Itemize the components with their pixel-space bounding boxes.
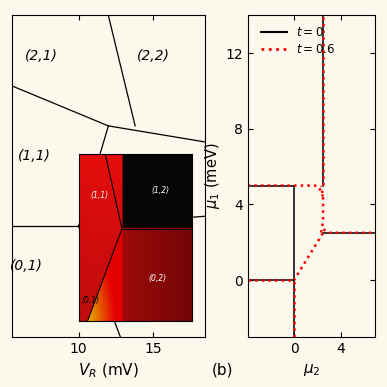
Y-axis label: $\mu_1$ (meV): $\mu_1$ (meV) [204, 143, 223, 209]
Text: (2,2): (2,2) [137, 49, 170, 63]
Legend: $t = 0$, $t = 0.6$: $t = 0$, $t = 0.6$ [256, 21, 340, 60]
Text: (1,1): (1,1) [17, 149, 50, 163]
X-axis label: $V_R$ (mV): $V_R$ (mV) [78, 361, 139, 380]
Text: (0,1): (0,1) [10, 259, 43, 274]
Text: $\boldsymbol{\mu_2}$: $\boldsymbol{\mu_2}$ [303, 362, 320, 378]
Text: (1,2): (1,2) [122, 159, 154, 173]
Text: (b): (b) [212, 362, 233, 377]
Text: (2,1): (2,1) [25, 49, 58, 63]
